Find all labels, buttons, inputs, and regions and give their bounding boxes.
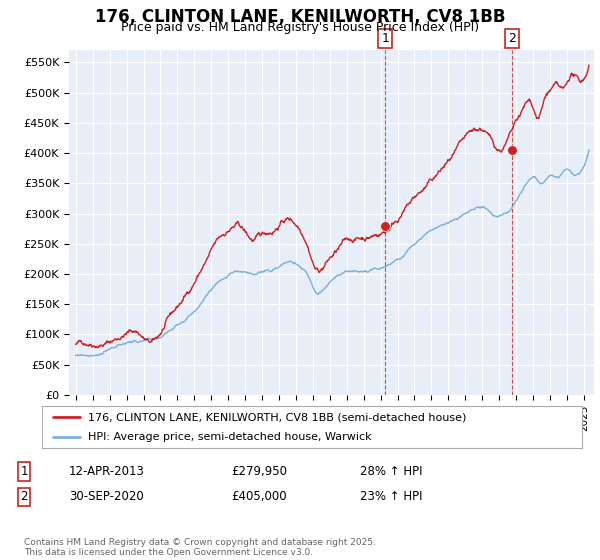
Text: HPI: Average price, semi-detached house, Warwick: HPI: Average price, semi-detached house,… bbox=[88, 432, 371, 442]
Text: 2: 2 bbox=[20, 490, 28, 503]
Text: Price paid vs. HM Land Registry's House Price Index (HPI): Price paid vs. HM Land Registry's House … bbox=[121, 21, 479, 34]
Text: 176, CLINTON LANE, KENILWORTH, CV8 1BB (semi-detached house): 176, CLINTON LANE, KENILWORTH, CV8 1BB (… bbox=[88, 412, 466, 422]
Text: Contains HM Land Registry data © Crown copyright and database right 2025.
This d: Contains HM Land Registry data © Crown c… bbox=[24, 538, 376, 557]
Text: 30-SEP-2020: 30-SEP-2020 bbox=[69, 490, 144, 503]
Text: £279,950: £279,950 bbox=[231, 465, 287, 478]
Text: 176, CLINTON LANE, KENILWORTH, CV8 1BB: 176, CLINTON LANE, KENILWORTH, CV8 1BB bbox=[95, 8, 505, 26]
Text: 23% ↑ HPI: 23% ↑ HPI bbox=[360, 490, 422, 503]
Text: 1: 1 bbox=[382, 32, 389, 45]
Text: 2: 2 bbox=[508, 32, 516, 45]
Text: 28% ↑ HPI: 28% ↑ HPI bbox=[360, 465, 422, 478]
Text: £405,000: £405,000 bbox=[231, 490, 287, 503]
Text: 1: 1 bbox=[20, 465, 28, 478]
Text: 12-APR-2013: 12-APR-2013 bbox=[69, 465, 145, 478]
